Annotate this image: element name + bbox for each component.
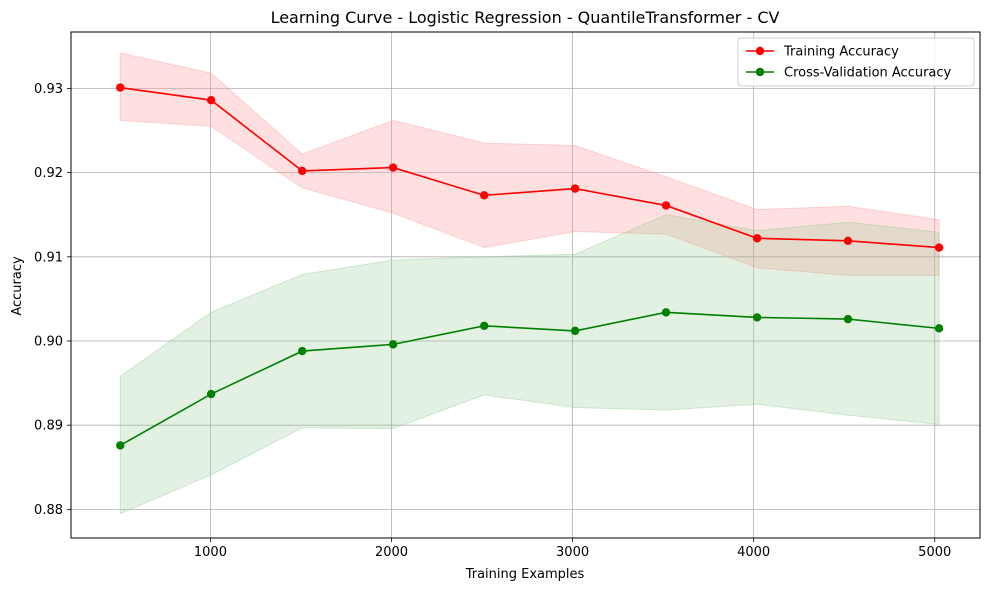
chart-title: Learning Curve - Logistic Regression - Q… xyxy=(271,8,780,27)
y-tick-label: 0.92 xyxy=(34,166,63,181)
y-tick-label: 0.93 xyxy=(34,82,63,97)
data-point-training xyxy=(570,184,580,193)
data-point-training xyxy=(116,83,125,92)
y-tick-label: 0.89 xyxy=(34,419,63,434)
data-point-cv xyxy=(843,314,853,324)
data-point-cv xyxy=(661,308,671,317)
data-point-training xyxy=(206,95,216,105)
data-point-training xyxy=(661,201,671,210)
plot-area: 1000 2000 3000 4000 5000 0.88 0.89 0.90 0.91 0.92… xyxy=(34,31,981,560)
data-point-training xyxy=(752,234,762,243)
x-tick-label: 2000 xyxy=(375,545,408,560)
legend: Training Accuracy Cross-Validation Accura… xyxy=(737,37,975,87)
x-tick-label: 4000 xyxy=(737,545,770,560)
legend-marker-cv xyxy=(755,67,765,77)
x-axis-title: Training Examples xyxy=(465,567,585,582)
confidence-band-cv xyxy=(119,214,940,515)
y-tick-label: 0.91 xyxy=(34,250,63,265)
data-point-training xyxy=(388,163,398,172)
data-point-cv xyxy=(752,313,762,322)
x-tick-label: 1000 xyxy=(194,545,227,560)
series-line-cv xyxy=(119,311,940,447)
data-point-cv xyxy=(934,324,944,333)
data-point-cv xyxy=(480,321,489,331)
confidence-band-training xyxy=(119,52,940,276)
legend-label-cv: Cross-Validation Accuracy xyxy=(784,66,952,81)
legend-box xyxy=(737,37,975,87)
data-point-cv xyxy=(570,326,580,336)
data-point-training xyxy=(298,166,307,176)
data-point-cv xyxy=(116,441,125,450)
y-tick-label: 0.90 xyxy=(34,334,63,349)
data-point-training xyxy=(934,243,944,252)
y-axis-title: Accuracy xyxy=(10,256,25,316)
data-point-cv xyxy=(298,346,307,356)
x-tick-label: 5000 xyxy=(918,545,951,560)
data-point-training xyxy=(480,191,489,200)
data-point-cv xyxy=(206,389,216,399)
axes-frame xyxy=(70,31,981,539)
legend-marker-training xyxy=(755,46,765,56)
data-point-cv xyxy=(388,340,398,349)
data-point-training xyxy=(843,236,853,245)
series-line-training xyxy=(120,86,940,249)
legend-label-training: Training Accuracy xyxy=(783,45,899,60)
y-tick-label: 0.88 xyxy=(34,503,63,518)
x-tick-label: 3000 xyxy=(556,545,589,560)
